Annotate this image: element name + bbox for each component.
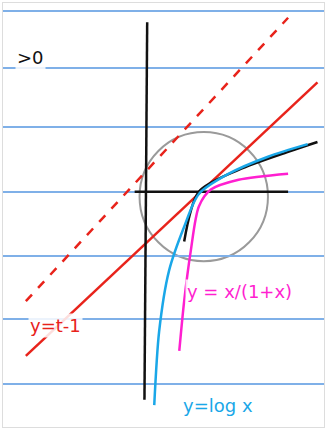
svg-text:y = x/(1+x): y = x/(1+x) — [187, 281, 292, 302]
svg-text:y=log x: y=log x — [183, 395, 253, 416]
svg-text:y=t-1: y=t-1 — [30, 315, 81, 336]
svg-text:>0: >0 — [17, 47, 44, 68]
